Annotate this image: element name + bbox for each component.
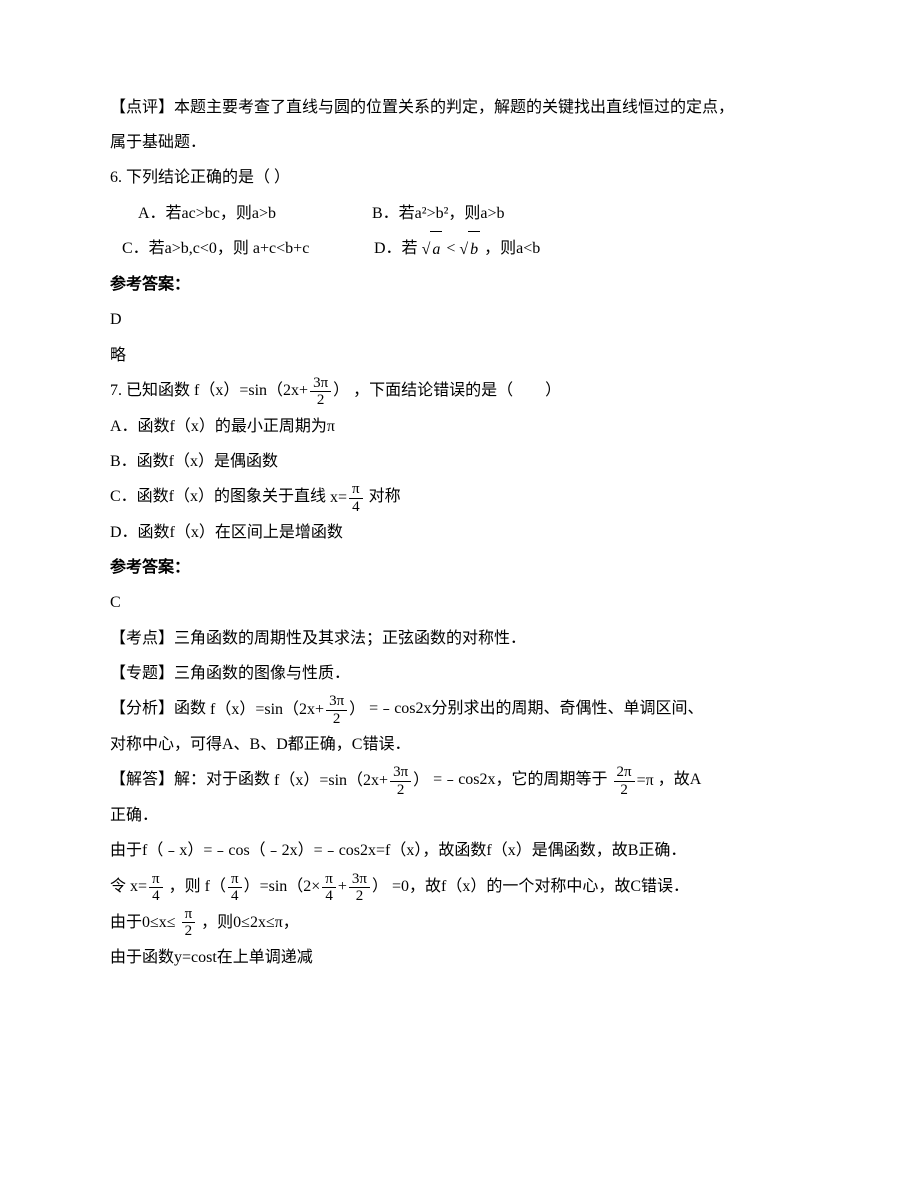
q7-optC: C．函数f（x）的图象关于直线 x=π4 对称 bbox=[110, 479, 820, 515]
q7-line-b: 由于f（﹣x）=﹣cos（﹣2x）=﹣cos2x=f（x），故函数f（x）是偶函… bbox=[110, 833, 820, 868]
q7-line-c-formula-mid2: + bbox=[338, 878, 347, 895]
q7-line-c-eq-pre: x= bbox=[130, 878, 147, 895]
q7-optC-eq: x=π4 bbox=[330, 480, 365, 515]
page: 【点评】本题主要考查了直线与圆的位置关系的判定，解题的关键找出直线恒过的定点， … bbox=[0, 0, 920, 1191]
q7-solve-eq: =π bbox=[637, 772, 654, 789]
q7-optA: A．函数f（x）的最小正周期为π bbox=[110, 409, 820, 444]
q7-solve-formula: f（x）=sin（2x+3π2） bbox=[274, 763, 429, 798]
frac-pi-4-d: π4 bbox=[322, 871, 336, 905]
q7-line-c-eq: x=π4 bbox=[130, 869, 165, 904]
q7-solve-mid: =﹣cos2x，它的周期等于 bbox=[433, 771, 607, 788]
q6-answer-label: 参考答案： bbox=[110, 267, 820, 302]
frac-pi-4-c: π4 bbox=[228, 871, 242, 905]
q7-line-c-formula-pre: f（ bbox=[205, 878, 226, 895]
q7-analysis-formula-pre: f（x）=sin（2x+ bbox=[210, 701, 324, 718]
sqrt-a-icon: √a bbox=[422, 231, 443, 267]
frac-pi-2: π2 bbox=[182, 906, 196, 940]
frac-3pi-2-c: 3π2 bbox=[390, 764, 411, 798]
q7-solve-formula-post: ） bbox=[413, 772, 429, 789]
q7-line-c-pre: 令 bbox=[110, 878, 126, 895]
q7-line-c-formula-mid: ）=sin（2× bbox=[244, 878, 321, 895]
q6-answer: D bbox=[110, 302, 820, 337]
q7-stem-post: ，下面结论错误的是（ ） bbox=[353, 382, 561, 399]
q7-line-c-mid1: ，则 bbox=[169, 878, 201, 895]
q6-optD-pre: D．若 bbox=[374, 240, 418, 257]
frac-3pi-2-b: 3π2 bbox=[326, 693, 347, 727]
q7-optB: B．函数f（x）是偶函数 bbox=[110, 444, 820, 479]
q7-optC-pre: C．函数f（x）的图象关于直线 bbox=[110, 488, 326, 505]
q7-solve-line1: 【解答】解：对于函数 f（x）=sin（2x+3π2） =﹣cos2x，它的周期… bbox=[110, 762, 820, 798]
q7-formula-pre: f（x）=sin（2x+ bbox=[194, 382, 308, 399]
q7-analysis-formula: f（x）=sin（2x+3π2） bbox=[210, 692, 365, 727]
q7-optD: D．函数f（x）在区间上是增函数 bbox=[110, 515, 820, 550]
q7-answer-label: 参考答案： bbox=[110, 550, 820, 585]
q7-analysis-pre: 【分析】函数 bbox=[110, 700, 206, 717]
frac-3pi-2: 3π2 bbox=[310, 375, 331, 409]
review-line1: 【点评】本题主要考查了直线与圆的位置关系的判定，解题的关键找出直线恒过的定点， bbox=[110, 90, 820, 125]
q7-optC-post: 对称 bbox=[369, 488, 401, 505]
q7-analysis-mid: =﹣cos2x分别求出的周期、奇偶性、单调区间、 bbox=[369, 700, 703, 717]
q7-solve-period: 2π2=π bbox=[612, 763, 654, 798]
q6-optD-mid: < bbox=[446, 240, 455, 257]
q6-brief: 略 bbox=[110, 338, 820, 373]
frac-pi-4-b: π4 bbox=[149, 871, 163, 905]
q7-optC-eq-pre: x= bbox=[330, 489, 347, 506]
q7-solve-formula-pre: f（x）=sin（2x+ bbox=[274, 772, 388, 789]
q6-optA: A．若ac>bc，则a>b bbox=[138, 196, 368, 231]
q7-line-d-post: ，则0≤2x≤π， bbox=[201, 914, 299, 931]
q7-analysis-line1: 【分析】函数 f（x）=sin（2x+3π2） =﹣cos2x分别求出的周期、奇… bbox=[110, 691, 820, 727]
q7-line-c-formula: f（π4）=sin（2×π4+3π2） bbox=[205, 869, 388, 904]
q7-line-c-formula-post: ） bbox=[372, 878, 388, 895]
q6-optD: D．若 √a < √b ，则a<b bbox=[374, 240, 540, 257]
q7-line-d-pre: 由于0≤x≤ bbox=[110, 914, 176, 931]
q7-formula-post: ） bbox=[333, 382, 349, 399]
frac-2pi-2: 2π2 bbox=[614, 764, 635, 798]
q7-solve-line2: 正确． bbox=[110, 798, 820, 833]
frac-pi-4-a: π4 bbox=[349, 481, 363, 515]
q7-analysis-line2: 对称中心，可得A、B、D都正确，C错误． bbox=[110, 727, 820, 762]
q7-line-c: 令 x=π4 ，则 f（π4）=sin（2×π4+3π2） =0，故f（x）的一… bbox=[110, 869, 820, 905]
q7-line-d: 由于0≤x≤ π2 ，则0≤2x≤π， bbox=[110, 905, 820, 940]
q6-options-row1: A．若ac>bc，则a>b B．若a²>b²，则a>b bbox=[110, 196, 820, 231]
q7-solve-pre: 【解答】解：对于函数 bbox=[110, 771, 270, 788]
q6-stem: 6. 下列结论正确的是（ ） bbox=[110, 160, 820, 195]
q7-formula: f（x）=sin（2x+3π2） bbox=[194, 373, 349, 408]
q6-options-row2: C．若a>b,c<0，则 a+c<b+c D．若 √a < √b ，则a<b bbox=[110, 231, 820, 267]
frac-3pi-2-d: 3π2 bbox=[349, 871, 370, 905]
q6-optB: B．若a²>b²，则a>b bbox=[372, 205, 505, 222]
q7-stem-pre: 7. 已知函数 bbox=[110, 382, 190, 399]
q7-special: 【专题】三角函数的图像与性质． bbox=[110, 656, 820, 691]
q7-answer: C bbox=[110, 585, 820, 620]
q7-topic: 【考点】三角函数的周期性及其求法；正弦函数的对称性． bbox=[110, 621, 820, 656]
q7-analysis-formula-post: ） bbox=[349, 701, 365, 718]
q7-line-c-post: =0，故f（x）的一个对称中心，故C错误． bbox=[392, 878, 689, 895]
q6-optC: C．若a>b,c<0，则 a+c<b+c bbox=[122, 231, 370, 266]
q6-optD-post: ，则a<b bbox=[484, 240, 540, 257]
q7-solve-post: ，故A bbox=[658, 771, 702, 788]
q7-line-e: 由于函数y=cost在上单调递减 bbox=[110, 940, 820, 975]
review-line2: 属于基础题． bbox=[110, 125, 820, 160]
q7-stem: 7. 已知函数 f（x）=sin（2x+3π2） ，下面结论错误的是（ ） bbox=[110, 373, 820, 409]
sqrt-b-icon: √b bbox=[459, 231, 480, 267]
